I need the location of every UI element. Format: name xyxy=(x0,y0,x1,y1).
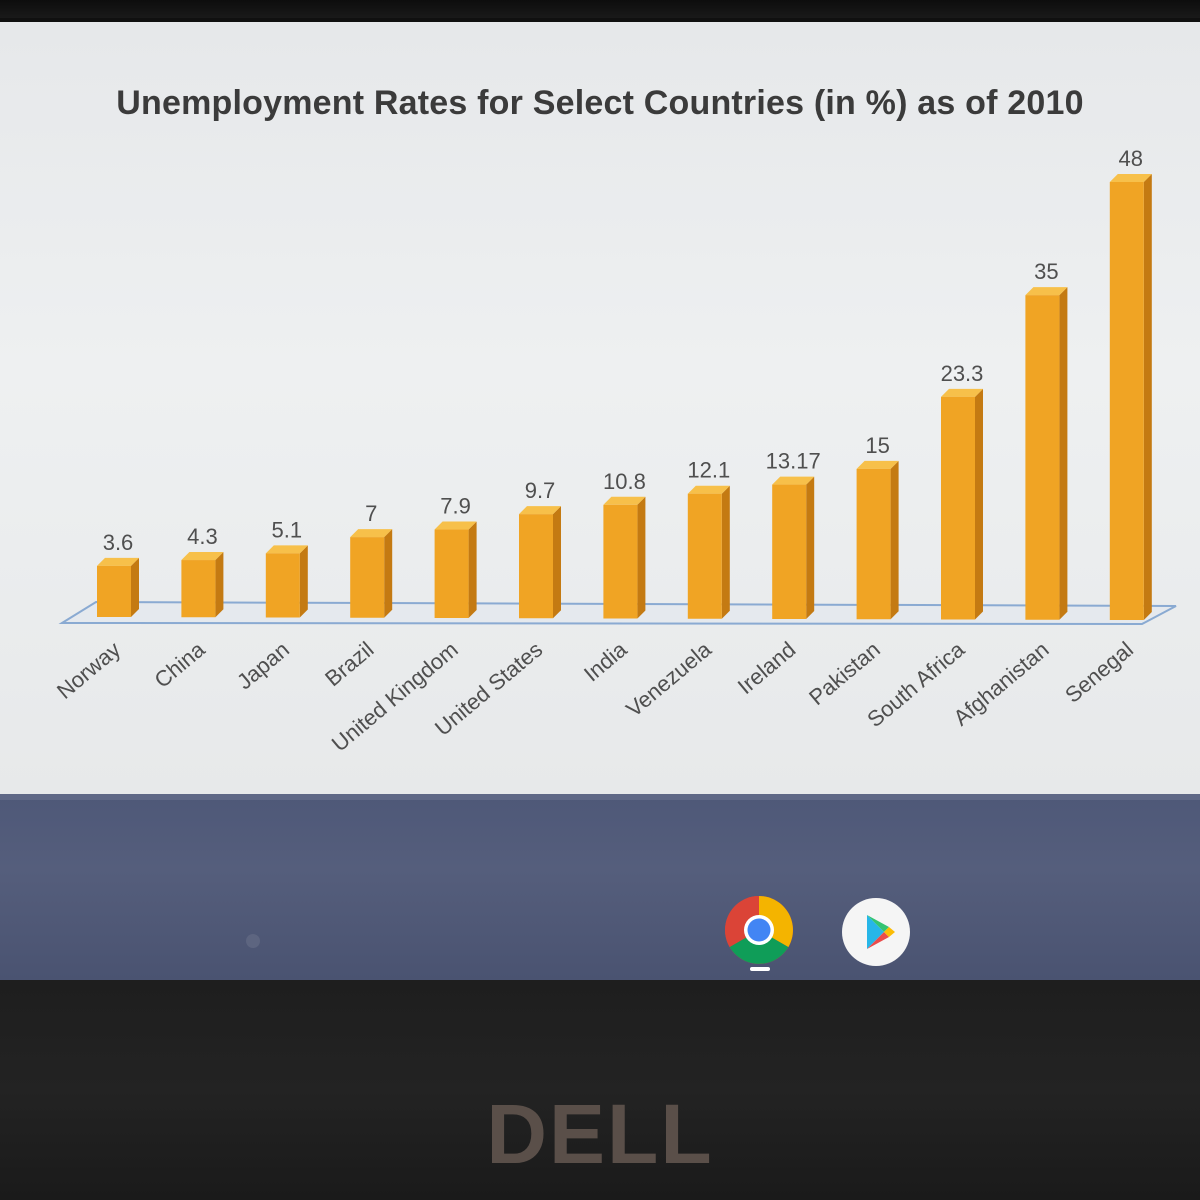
category-label: Brazil xyxy=(320,637,378,692)
data-label: 15 xyxy=(865,433,889,458)
bar-india xyxy=(603,496,646,619)
bar-china xyxy=(181,552,224,618)
category-label: Senegal xyxy=(1060,637,1138,708)
dell-logo: DELL xyxy=(486,1087,714,1181)
bar-chart: 3.6Norway4.3China5.1Japan7Brazil7.9Unite… xyxy=(52,146,1177,756)
category-label: India xyxy=(579,636,632,686)
chart-title: Unemployment Rates for Select Countries … xyxy=(116,84,1084,122)
play-store-icon[interactable] xyxy=(841,897,911,967)
category-label: Ireland xyxy=(733,637,801,699)
bar-ireland xyxy=(772,476,815,619)
bar-senegal xyxy=(1109,174,1152,620)
category-label: Japan xyxy=(232,637,294,695)
active-app-indicator xyxy=(750,967,770,971)
category-label: China xyxy=(150,636,211,693)
bar-afghanistan xyxy=(1025,287,1068,620)
data-label: 48 xyxy=(1119,146,1143,171)
data-label: 35 xyxy=(1034,259,1058,284)
bar-pakistan xyxy=(856,460,899,620)
data-label: 10.8 xyxy=(603,469,646,494)
bar-united-kingdom xyxy=(434,521,477,618)
data-label: 7.9 xyxy=(440,494,471,519)
launcher-icon[interactable] xyxy=(246,934,260,948)
data-label: 23.3 xyxy=(941,361,984,386)
laptop-bezel xyxy=(0,980,1200,1200)
taskbar-shelf xyxy=(0,794,1200,980)
chart-area: 3.6 Norway 4.3 China 5.1 Japan 7 Brazil 7.9 Unite… xyxy=(0,22,1200,794)
chrome-icon[interactable] xyxy=(724,895,794,965)
data-label: 4.3 xyxy=(187,524,218,549)
bar-japan xyxy=(265,545,308,618)
data-label: 9.7 xyxy=(525,478,556,503)
data-label: 3.6 xyxy=(103,530,134,555)
category-label: Norway xyxy=(52,637,125,704)
data-label: 7 xyxy=(365,501,377,526)
shelf-divider xyxy=(0,794,1200,800)
category-label: Pakistan xyxy=(804,637,885,710)
top-bezel xyxy=(0,0,1200,22)
data-label: 13.17 xyxy=(766,449,821,474)
bar-brazil xyxy=(350,529,393,618)
data-label: 12.1 xyxy=(687,458,730,483)
bar-norway xyxy=(97,557,139,617)
bar-venezuela xyxy=(687,485,730,619)
data-label: 5.1 xyxy=(272,517,303,542)
bar-south-africa xyxy=(941,388,983,620)
category-label: Venezuela xyxy=(621,636,716,722)
bar-united-states xyxy=(519,506,561,619)
